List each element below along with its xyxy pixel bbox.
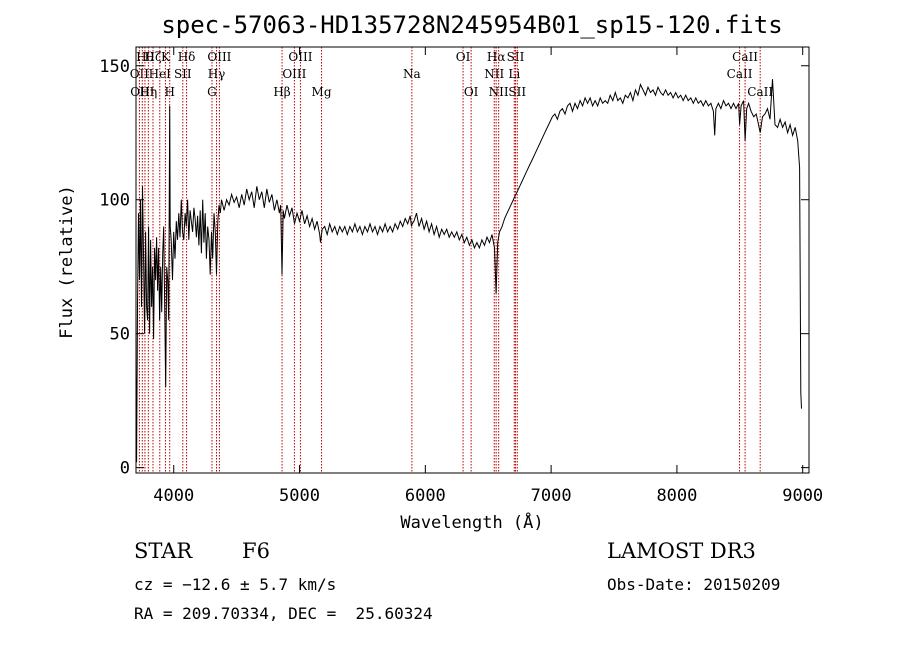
line-marker-label-19: OI [464, 85, 479, 99]
line-marker-label-21: Hα [487, 50, 506, 64]
x-tick-label-1: 5000 [279, 486, 320, 506]
line-marker-label-16: Mg [312, 85, 332, 99]
y-tick-label-2: 100 [99, 191, 130, 211]
line-marker-label-18: OI [456, 50, 471, 64]
line-marker-label-4: Hζ [144, 50, 161, 64]
line-marker-label-14: OIII [282, 67, 306, 81]
x-tick-label-0: 4000 [153, 486, 194, 506]
survey-name: LAMOST DR3 [607, 539, 756, 563]
axis-ticks: 4000 5000 6000 7000 8000 9000 0 50 100 150 [99, 47, 823, 506]
y-axis-label: Flux (relative) [57, 185, 77, 339]
line-marker-label-26: CaII [727, 67, 753, 81]
line-marker-label-5: HeI [149, 67, 172, 81]
line-marker-label-25: SII [508, 85, 526, 99]
line-marker-label-12: OIII [207, 50, 231, 64]
line-marker-label-3: Hη [139, 85, 157, 99]
x-axis-label: Wavelength (Å) [400, 511, 543, 533]
y-tick-label-1: 50 [110, 325, 130, 345]
y-tick-label-3: 150 [99, 57, 130, 77]
spectral-line-markers: OIIOIIIHθHηHζHeIKHHδSIIGHγOIIIHβOIIIOIII… [130, 47, 773, 473]
line-marker-label-6: K [161, 50, 171, 64]
object-subclass: F6 [242, 539, 270, 563]
chart-title: spec-57063-HD135728N245954B01_sp15-120.f… [161, 11, 782, 39]
line-marker-label-28: CaII [747, 85, 773, 99]
line-marker-label-10: G [207, 85, 217, 99]
line-marker-label-24: Li [508, 67, 520, 81]
line-marker-label-27: CaII [732, 50, 758, 64]
x-tick-label-2: 6000 [405, 486, 446, 506]
line-marker-label-11: Hγ [208, 67, 226, 81]
line-marker-label-13: Hβ [273, 85, 290, 99]
redshift-text: cz = −12.6 ± 5.7 km/s [134, 575, 337, 594]
spectrum-series-line [135, 79, 802, 463]
line-marker-label-23: SII [507, 50, 525, 64]
line-marker-label-15: OIII [288, 50, 312, 64]
object-class: STAR [134, 539, 193, 563]
line-marker-label-2: Hθ [136, 50, 154, 64]
x-tick-label-4: 8000 [656, 486, 697, 506]
line-marker-label-7: H [164, 85, 174, 99]
line-marker-label-22: NII [489, 85, 509, 99]
x-tick-label-3: 7000 [531, 486, 572, 506]
line-marker-label-17: Na [403, 67, 421, 81]
line-marker-label-9: SII [174, 67, 192, 81]
line-marker-label-8: Hδ [178, 50, 196, 64]
line-marker-label-20: NII [484, 67, 504, 81]
plot-frame [135, 46, 810, 474]
coords-text: RA = 209.70334, DEC = 25.60324 [134, 604, 433, 623]
line-marker-label-0: OII [130, 67, 150, 81]
obs-date-text: Obs-Date: 20150209 [607, 575, 781, 594]
x-tick-label-5: 9000 [782, 486, 823, 506]
y-tick-label-0: 0 [120, 459, 130, 479]
